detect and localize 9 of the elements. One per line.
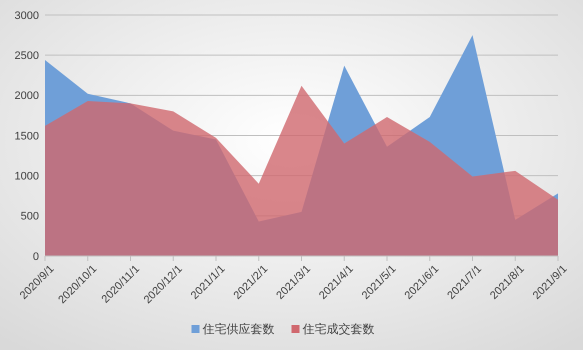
y-tick-label: 0	[32, 250, 39, 263]
y-tick-label: 3000	[14, 10, 39, 22]
legend-label: 住宅成交套数	[302, 322, 374, 336]
y-tick-label: 1000	[14, 170, 39, 183]
y-tick-label: 1500	[14, 130, 39, 142]
legend-label: 住宅供应套数	[202, 322, 274, 336]
y-tick-label: 2500	[14, 50, 39, 62]
y-tick-label: 2000	[14, 90, 39, 102]
y-tick-label: 500	[20, 210, 39, 223]
